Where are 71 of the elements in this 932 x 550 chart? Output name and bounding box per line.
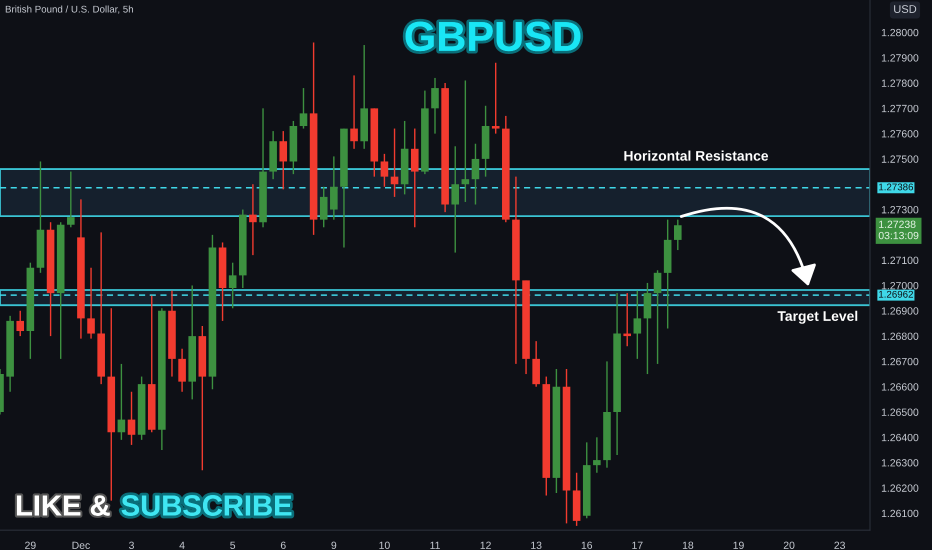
candlestick bbox=[451, 146, 460, 254]
x-tick-label: 5 bbox=[230, 542, 236, 549]
candlestick bbox=[178, 348, 186, 392]
candlestick bbox=[431, 77, 439, 134]
y-tick-label: 1.27700 bbox=[882, 104, 918, 112]
y-tick-label: 1.27500 bbox=[882, 155, 918, 163]
candlestick bbox=[492, 62, 500, 134]
candlestick bbox=[249, 184, 257, 256]
candlestick bbox=[228, 262, 236, 309]
y-tick-label: 1.26800 bbox=[882, 332, 918, 340]
x-tick-label: 16 bbox=[582, 542, 592, 549]
y-tick-label: 1.26400 bbox=[882, 434, 918, 442]
text: 1.27238 03:13:09 bbox=[878, 220, 918, 240]
x-tick-label: 20 bbox=[784, 542, 794, 549]
band-label: Target Level bbox=[778, 310, 858, 324]
candlestick bbox=[16, 310, 24, 337]
y-tick-label: 1.26900 bbox=[882, 307, 918, 315]
candlestick bbox=[410, 128, 419, 228]
y-tick-label: 1.27300 bbox=[882, 206, 918, 214]
candlestick bbox=[654, 270, 662, 365]
candlestick bbox=[300, 87, 308, 130]
candlestick bbox=[320, 186, 328, 228]
y-tick-label: 1.27000 bbox=[882, 282, 918, 290]
x-tick-label: 9 bbox=[331, 542, 336, 549]
candlestick bbox=[380, 153, 388, 188]
candlestick bbox=[128, 391, 136, 446]
candlestick bbox=[118, 363, 126, 441]
x-tick-label: 13 bbox=[531, 542, 542, 549]
y-tick-label: 1.26100 bbox=[882, 510, 918, 518]
chart-title: GBPUSD bbox=[406, 22, 580, 52]
y-tick-label: 1.27800 bbox=[882, 80, 918, 87]
candlestick bbox=[390, 128, 398, 198]
candlestick bbox=[330, 156, 338, 220]
candlestick bbox=[279, 130, 288, 190]
candlestick bbox=[472, 143, 480, 206]
candlestick bbox=[623, 292, 632, 347]
y-tick-label: 1.27900 bbox=[882, 54, 918, 62]
candlestick bbox=[634, 290, 642, 360]
candlestick bbox=[674, 218, 682, 251]
x-tick-label: 12 bbox=[480, 542, 491, 549]
text: USD bbox=[894, 5, 916, 13]
x-tick-label: Dec bbox=[72, 542, 90, 549]
annotation: SUBSCRIBE bbox=[122, 495, 292, 516]
y-tick-label: 1.26300 bbox=[882, 459, 918, 467]
ref-line-label: 1.27386 bbox=[879, 184, 914, 190]
candlestick bbox=[593, 436, 601, 474]
band-label: Horizontal Resistance bbox=[624, 150, 768, 161]
x-tick-label: 19 bbox=[733, 542, 744, 549]
x-tick-label: 10 bbox=[379, 542, 390, 549]
x-tick-label: 11 bbox=[430, 542, 440, 549]
annotation: LIKE & bbox=[16, 495, 110, 516]
y-tick-label: 1.26500 bbox=[882, 408, 918, 416]
y-tick-label: 1.27600 bbox=[882, 130, 918, 138]
chart-subtitle: British Pound / U.S. Dollar, 5h bbox=[6, 5, 133, 14]
x-tick-label: 18 bbox=[682, 542, 694, 549]
y-tick-label: 1.26200 bbox=[882, 484, 918, 492]
y-tick-label: 1.27100 bbox=[882, 256, 918, 264]
candlestick bbox=[350, 74, 358, 150]
x-tick-label: 17 bbox=[632, 542, 643, 549]
x-tick-label: 29 bbox=[25, 542, 36, 549]
ref-line-label: 1.26962 bbox=[879, 290, 913, 298]
candlestick bbox=[67, 170, 75, 228]
x-tick-label: 3 bbox=[129, 542, 134, 549]
x-tick-label: 4 bbox=[179, 542, 185, 549]
y-tick-label: 1.26700 bbox=[882, 358, 918, 366]
candlestick bbox=[462, 80, 470, 203]
x-tick-label: 6 bbox=[280, 542, 286, 549]
candlestick bbox=[87, 267, 95, 340]
y-tick-label: 1.28000 bbox=[882, 28, 918, 36]
x-tick-label: 23 bbox=[834, 542, 845, 549]
y-tick-label: 1.26600 bbox=[882, 383, 918, 391]
